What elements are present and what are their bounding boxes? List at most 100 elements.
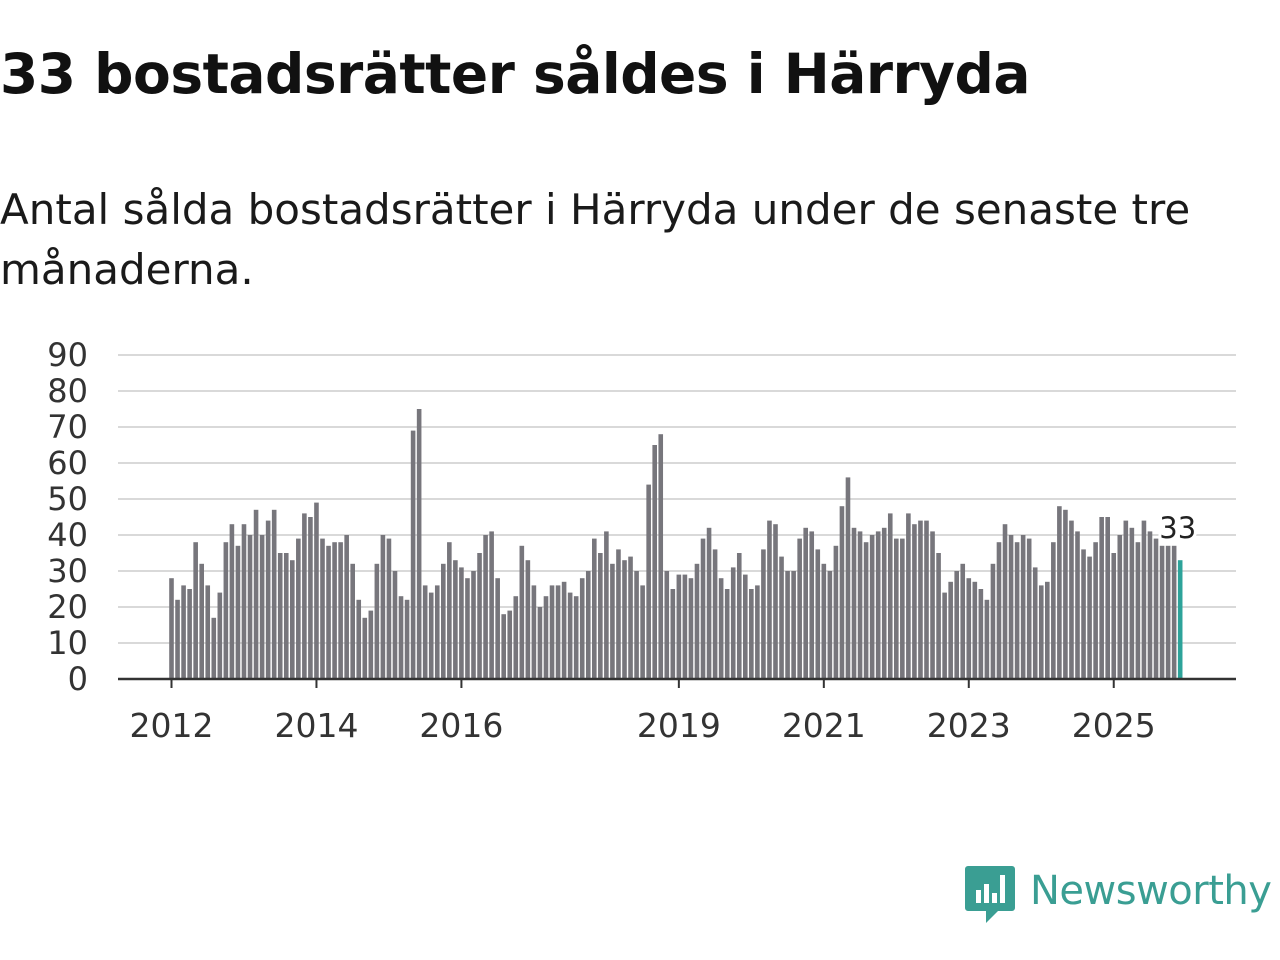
- bar: [1153, 538, 1159, 679]
- bar: [694, 563, 700, 679]
- bar: [320, 538, 325, 679]
- bar: [283, 553, 289, 679]
- y-tick-label: 0: [68, 660, 88, 698]
- bar: [827, 571, 833, 679]
- bar: [622, 560, 627, 679]
- bar: [169, 578, 174, 679]
- bar: [1117, 535, 1123, 679]
- bar: [368, 610, 374, 679]
- bar: [199, 563, 204, 679]
- bar: [1081, 549, 1086, 679]
- bar: [918, 520, 923, 679]
- bar: [1032, 567, 1038, 679]
- bar: [839, 506, 845, 679]
- bar: [277, 553, 283, 679]
- bar: [410, 430, 416, 679]
- bar: [561, 581, 567, 679]
- bar: [555, 585, 561, 679]
- bar: [573, 596, 579, 679]
- bar: [1075, 531, 1080, 679]
- bar: [863, 542, 869, 679]
- bar: [579, 578, 585, 679]
- bar: [736, 553, 742, 679]
- highlight-value-label: 33: [1159, 511, 1196, 545]
- bar: [791, 571, 796, 679]
- bar: [477, 553, 482, 679]
- bar: [676, 574, 682, 679]
- bar: [1014, 542, 1020, 679]
- bar: [501, 614, 506, 679]
- data-labels: 33: [1156, 508, 1199, 548]
- bar: [749, 589, 754, 679]
- bar: [308, 517, 313, 679]
- bar: [1141, 520, 1147, 679]
- bar: [459, 567, 464, 679]
- bar: [296, 538, 301, 679]
- bar: [338, 542, 343, 679]
- bar: [531, 585, 537, 679]
- bar: [211, 617, 217, 679]
- bar: [519, 545, 525, 679]
- bar: [1123, 520, 1129, 679]
- bar: [628, 556, 633, 679]
- bar: [658, 434, 664, 679]
- bar: [326, 545, 331, 679]
- bar: [604, 531, 609, 679]
- bar: [640, 585, 645, 679]
- bar: [1020, 535, 1026, 679]
- bar: [362, 617, 368, 679]
- bar: [1069, 520, 1074, 679]
- bar: [386, 538, 392, 679]
- bar: [887, 513, 893, 679]
- bar: [585, 571, 591, 679]
- bar: [259, 535, 265, 679]
- bar: [181, 585, 186, 679]
- bar: [380, 535, 386, 679]
- bar: [1171, 545, 1177, 679]
- bar: [441, 563, 446, 679]
- bar: [924, 520, 929, 679]
- bar: [422, 585, 428, 679]
- bar: [247, 535, 253, 679]
- bar: [881, 527, 887, 679]
- bar: [894, 538, 899, 679]
- bar: [616, 549, 621, 679]
- bar: [1165, 545, 1171, 679]
- bar: [549, 585, 555, 679]
- bar: [1129, 527, 1135, 679]
- bar: [1051, 542, 1056, 679]
- x-tick-label: 2019: [637, 706, 721, 745]
- bar: [936, 553, 941, 679]
- bar: [434, 585, 440, 679]
- bar: [1111, 553, 1117, 679]
- bar: [652, 445, 657, 679]
- bar: [869, 535, 875, 679]
- bar: [972, 581, 978, 679]
- bar: [404, 599, 410, 679]
- bar: [495, 578, 500, 679]
- y-tick-label: 90: [47, 336, 88, 374]
- bar: [302, 513, 307, 679]
- bar: [1093, 542, 1098, 679]
- bar: [483, 535, 488, 679]
- y-tick-label: 70: [47, 408, 88, 446]
- bar: [1026, 538, 1032, 679]
- bar: [356, 599, 362, 679]
- bar: [598, 553, 603, 679]
- bar: [241, 524, 247, 679]
- bar: [416, 409, 422, 679]
- x-tick-label: 2021: [782, 706, 866, 745]
- bar: [1057, 506, 1062, 679]
- bar: [755, 585, 760, 679]
- bar: [948, 581, 953, 679]
- y-tick-label: 30: [47, 552, 88, 590]
- bar: [271, 509, 277, 679]
- bar: [815, 549, 821, 679]
- bar: [990, 563, 996, 679]
- bar: [682, 574, 688, 679]
- bar: [1159, 545, 1165, 679]
- bar: [543, 596, 549, 679]
- bar: [592, 538, 597, 679]
- bar: [761, 549, 766, 679]
- x-tick-label: 2023: [927, 706, 1011, 745]
